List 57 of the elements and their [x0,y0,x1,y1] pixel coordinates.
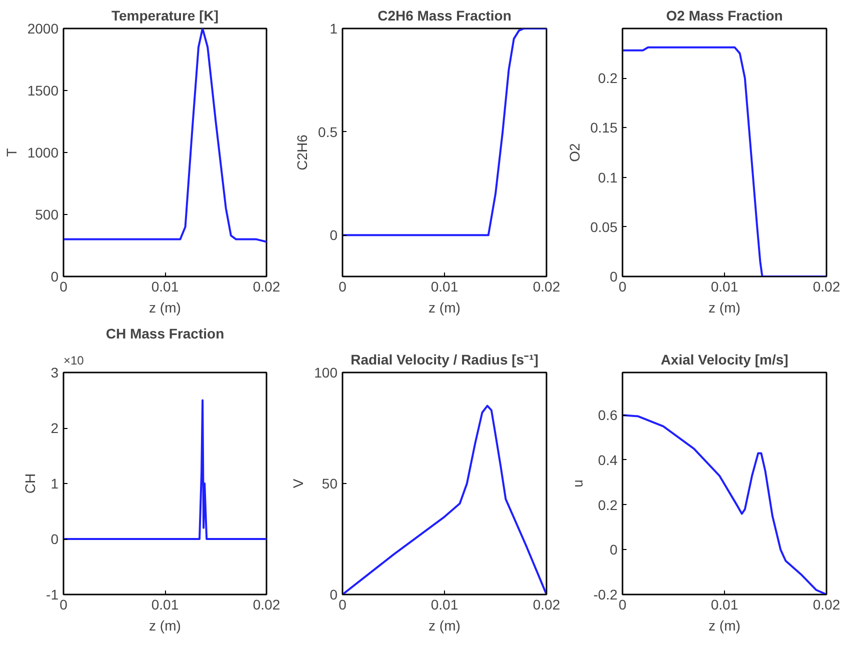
x-tick-label: 0.01 [430,278,458,294]
x-tick-label: 0.01 [430,596,458,612]
x-axis-title: z (m) [149,618,181,634]
x-tick-label: 0.02 [812,596,840,612]
y-tick-label: 1500 [27,82,59,98]
chart-title: C2H6 Mass Fraction [378,8,512,24]
y-tick-label: 3 [50,364,59,380]
y-tick-label: 50 [322,476,338,492]
chart-title: Axial Velocity [m/s] [660,352,788,368]
y-tick-label: 0.1 [598,169,618,186]
x-tick-label: 0.01 [151,278,179,294]
y-tick-label: 0 [610,268,618,284]
y-tick-label: 0 [330,227,338,244]
x-tick-label: 0.02 [252,278,280,294]
y-tick-label: 0.15 [590,120,618,136]
x-tick-label: 0.02 [252,596,280,612]
y-tick-label: 0.4 [598,452,618,468]
x-tick-label: 0.01 [151,596,179,612]
chart-title: O2 Mass Fraction [666,8,783,24]
y-axis-title: C2H6 [294,134,310,170]
x-axis-title: z (m) [708,618,740,634]
y-tick-label: 1 [330,20,338,36]
y-tick-label: 2000 [27,20,59,36]
x-tick-label: 0.01 [710,596,738,612]
y-axis-title: O2 [566,142,582,162]
chart-title: Radial Velocity / Radius [s⁻¹] [350,352,538,368]
x-axis-title: z (m) [428,300,460,316]
y-tick-label: 0.6 [598,407,618,424]
chart-title: CH Mass Fraction [106,326,224,342]
y-tick-label: 100 [314,364,338,380]
y-tick-label: 0 [50,531,59,547]
y-axis-title: CH [22,473,38,494]
chart-title: Temperature [K] [111,8,219,24]
y-axis-title: u [569,480,586,488]
x-tick-label: 0.02 [532,278,560,294]
y-axis-title: T [3,148,20,157]
x-tick-label: 0.02 [532,596,560,612]
y-tick-label: 0.05 [590,218,618,235]
x-axis-title: z (m) [149,300,181,316]
y-tick-label: 2 [50,420,59,436]
y-tick-label: -0.2 [593,586,618,602]
y-tick-label: -1 [46,586,59,602]
y-tick-label: 1 [50,476,59,492]
x-axis-title: z (m) [708,300,740,316]
y-tick-label: 0 [50,268,59,284]
y-tick-label: 0 [610,542,618,558]
y-tick-label: 1000 [27,144,59,160]
x-tick-label: 0.02 [812,278,840,294]
y-tick-label: 0.5 [318,124,338,140]
y-axis-title: V [290,478,306,488]
text: ×10 [64,354,84,368]
y-tick-label: 0.2 [598,496,618,513]
y-tick-label: 0 [330,586,338,602]
x-tick-label: 0.01 [710,278,738,294]
x-axis-title: z (m) [428,618,460,634]
y-tick-label: 500 [35,206,59,222]
y-tick-label: 0.2 [598,70,618,86]
